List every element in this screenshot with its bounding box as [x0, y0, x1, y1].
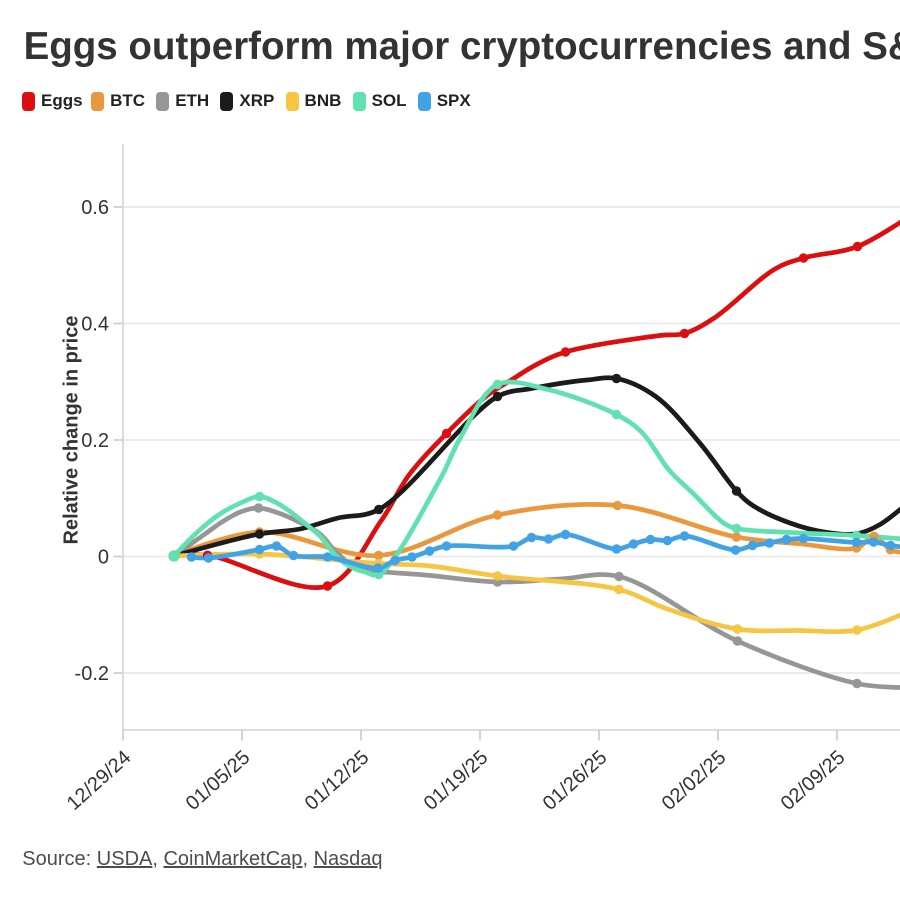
svg-text:0.4: 0.4 — [81, 314, 109, 336]
svg-text:0.2: 0.2 — [81, 430, 109, 452]
svg-text:01/19/25: 01/19/25 — [420, 746, 493, 814]
svg-text:0.6: 0.6 — [81, 197, 109, 219]
svg-text:12/29/24: 12/29/24 — [63, 746, 136, 814]
svg-text:02/02/25: 02/02/25 — [658, 746, 731, 814]
svg-text:-0.2: -0.2 — [75, 663, 109, 685]
svg-text:Relative change in price: Relative change in price — [61, 316, 83, 545]
svg-text:0: 0 — [98, 547, 109, 569]
svg-text:01/05/25: 01/05/25 — [182, 746, 255, 814]
svg-text:01/12/25: 01/12/25 — [301, 746, 374, 814]
svg-text:01/26/25: 01/26/25 — [539, 746, 612, 814]
svg-text:02/09/25: 02/09/25 — [777, 746, 850, 814]
